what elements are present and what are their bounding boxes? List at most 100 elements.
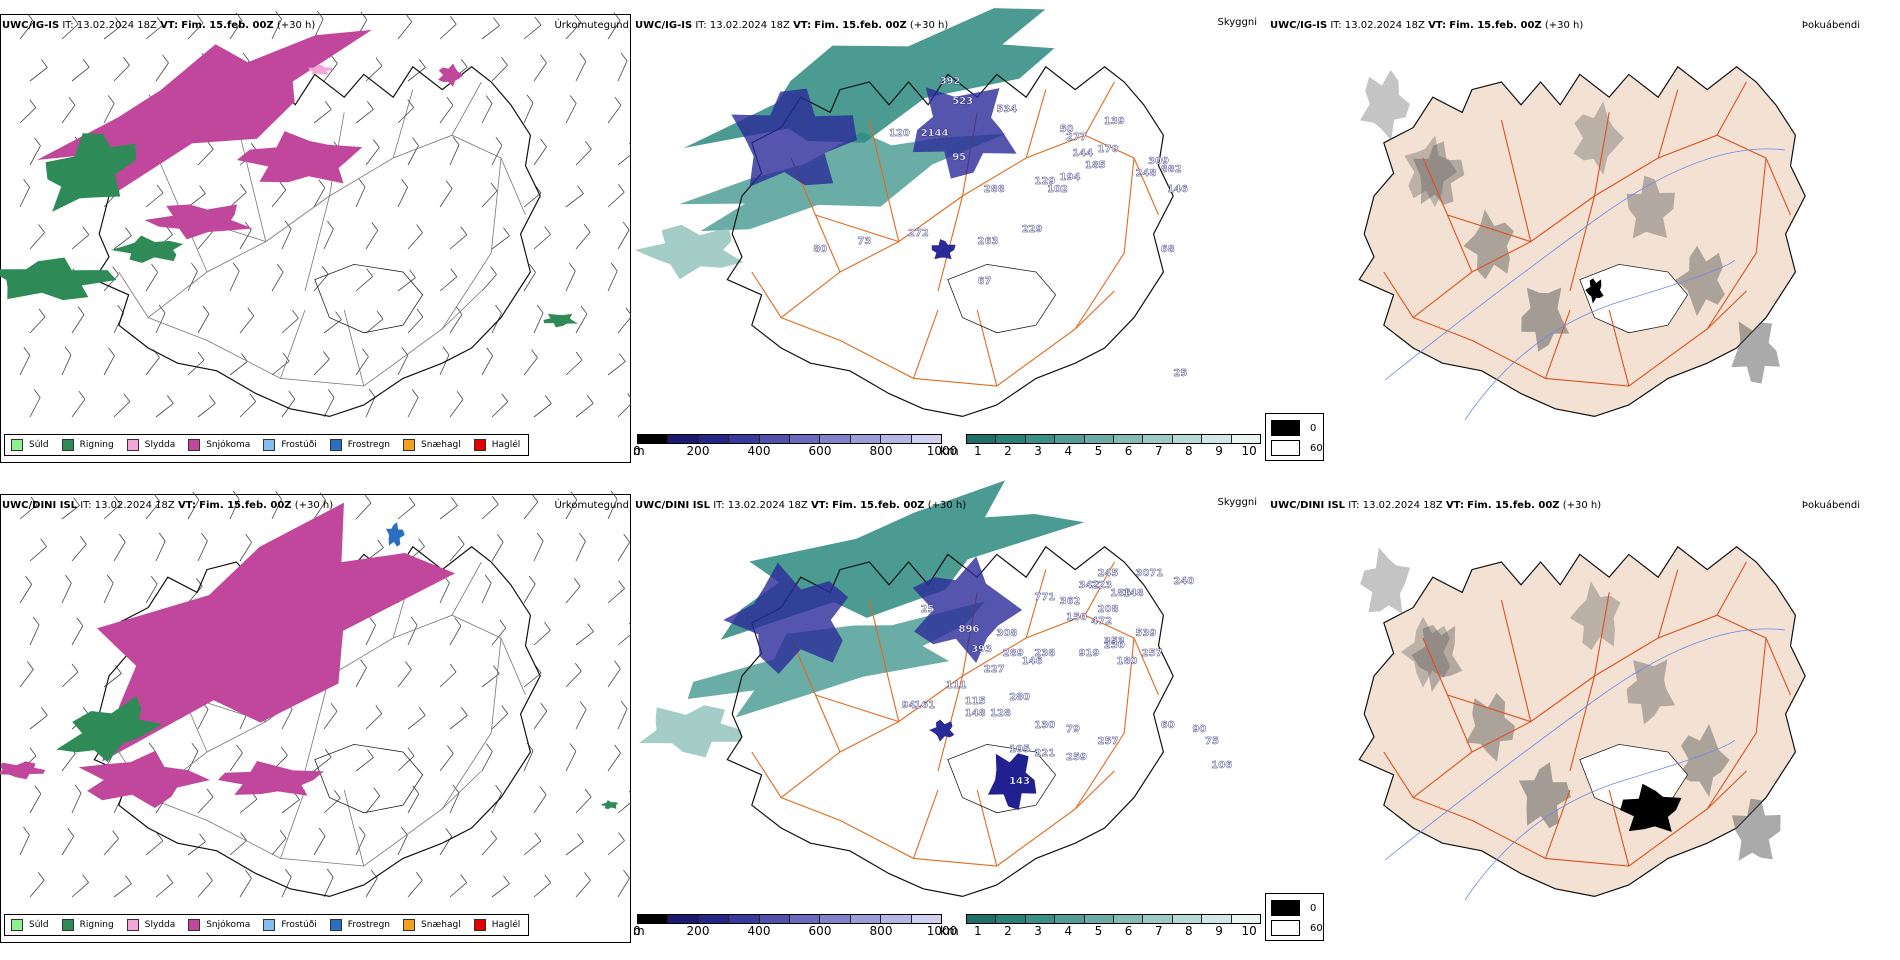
unit-label: km xyxy=(940,924,959,938)
ceiling-value-label: 185 xyxy=(1110,588,1131,599)
valid-time: Fim. 15.feb. 00Z xyxy=(199,500,292,511)
ceiling-value-label: 60 xyxy=(1161,720,1175,731)
tick-label: 200 xyxy=(686,444,710,458)
ceiling-value-label: 111 xyxy=(946,680,967,691)
legend-swatch xyxy=(473,439,486,451)
fog-map xyxy=(1358,545,1806,901)
model-name: UWC/IG-IS xyxy=(2,20,60,31)
tick-label: 5 xyxy=(1094,444,1103,458)
color-step xyxy=(759,435,791,443)
ceiling-value-label: 146 xyxy=(1022,656,1043,667)
tick-label: 400 xyxy=(747,924,771,938)
legend-item: Snæhagl xyxy=(403,919,461,931)
legend-swatch xyxy=(61,919,74,931)
ceiling-value-label: 472 xyxy=(1091,616,1112,627)
unit-label: m xyxy=(633,444,645,458)
fog-panel: UWC/IG-IS IT: 13.02.2024 18Z VT: Fim. 15… xyxy=(1265,0,1900,470)
ceiling-value-label: 240 xyxy=(1173,576,1194,587)
ceiling-value-label: 353 xyxy=(1104,636,1125,647)
ceiling-value-label: 248 xyxy=(1136,168,1157,179)
lead-time: (+30 h) xyxy=(909,20,949,31)
tick-label: 600 xyxy=(808,924,832,938)
cover-legend: 0 60 xyxy=(1265,413,1324,461)
ceiling-value-label: 238 xyxy=(1034,648,1055,659)
legend-item: Frostúði xyxy=(263,919,317,931)
precip-type-panel: UWC/IG-IS IT: 13.02.2024 18Z VT: Fim. 15… xyxy=(0,0,633,470)
legend-swatch xyxy=(11,439,23,451)
legend-label: Haglél xyxy=(491,920,521,930)
ceiling-value-label: 771 xyxy=(1034,592,1055,603)
fog-panel: UWC/DINI ISL IT: 13.02.2024 18Z VT: Fim.… xyxy=(1265,480,1900,950)
legend-swatch xyxy=(1271,900,1300,916)
ceiling-value-label: 2144 xyxy=(921,128,949,139)
init-time-label: IT: xyxy=(695,20,707,31)
cover-legend: 0 60 xyxy=(1265,893,1324,941)
legend-label: Snjókoma xyxy=(206,440,251,450)
ceiling-value-label: 230 xyxy=(1104,640,1125,651)
ceiling-value-label: 3071 xyxy=(1136,568,1164,579)
legend-swatch xyxy=(188,439,201,451)
ceiling-value-label: 146 xyxy=(1167,184,1188,195)
valid-time: Fim. 15.feb. 00Z xyxy=(814,20,907,31)
ceiling-value-label: 362 xyxy=(1060,596,1081,607)
tick-label: 1 xyxy=(973,924,982,938)
legend-item: Snjókoma xyxy=(188,919,250,931)
init-time: 13.02.2024 18Z xyxy=(1344,20,1425,31)
panel-header: UWC/IG-IS IT: 13.02.2024 18Z VT: Fim. 15… xyxy=(635,20,948,31)
legend-label: Frostúði xyxy=(281,920,317,930)
color-step xyxy=(1055,435,1085,443)
tick-label: 400 xyxy=(747,444,771,458)
ceiling-value-label: 896 xyxy=(959,624,980,635)
tick-label: 1000 xyxy=(926,924,958,938)
ceiling-value-label: 882 xyxy=(1161,164,1182,175)
ceiling-value-label: 919 xyxy=(1079,648,1100,659)
valid-time-label: VT: xyxy=(160,20,179,31)
ceiling-value-label: 221 xyxy=(1034,748,1055,759)
color-step xyxy=(881,435,912,443)
legend-label: Slydda xyxy=(144,920,176,930)
model-name: UWC/IG-IS xyxy=(635,20,693,31)
color-step xyxy=(1172,435,1203,443)
ceiling-value-label: 277 xyxy=(1066,132,1087,143)
ceiling-value-label: 263 xyxy=(978,236,999,247)
ceiling-value-label: 95 xyxy=(952,152,966,163)
color-step xyxy=(1114,915,1144,923)
ceiling-value-label: 257 xyxy=(1142,648,1163,659)
precip-type-legend: Súld Rigning Slydda Snjókoma Frostúði Frostre… xyxy=(4,914,530,936)
legend-label: Snjókoma xyxy=(206,920,251,930)
ceiling-value-label: 90 xyxy=(1192,724,1206,735)
panel-title: Þokuábendi xyxy=(1801,20,1860,31)
color-step xyxy=(1084,435,1115,443)
init-time: 13.02.2024 18Z xyxy=(94,500,175,511)
ceiling-bar: 0 200 400 600 800 1000 xyxy=(633,914,957,938)
ceiling-value-label: 148 xyxy=(965,708,986,719)
legend-swatch xyxy=(403,439,416,451)
legend-item: Frostregn xyxy=(329,919,390,931)
ceiling-value-label: 208 xyxy=(1098,604,1119,615)
ceiling-value-label: 50 xyxy=(1060,124,1074,135)
ceiling-value-label: 106 xyxy=(1211,760,1232,771)
ceiling-value-label: 128 xyxy=(990,708,1011,719)
ceiling-visibility-panel: 245 3071 240 342 223 185 148 771 362 208 472 539 150… xyxy=(633,480,1265,950)
init-time-label: IT: xyxy=(713,500,725,511)
color-step xyxy=(698,915,730,923)
valid-time-label: VT: xyxy=(177,500,196,511)
ceiling-value-label: 75 xyxy=(1205,736,1219,747)
tick-label: 8 xyxy=(1185,924,1193,938)
lead-time: (+30 h) xyxy=(1544,20,1584,31)
legend-label: Slydda xyxy=(144,440,176,450)
panel-title: Úrkomutegund xyxy=(554,20,629,31)
legend-swatch xyxy=(329,919,342,931)
panel-title: Úrkomutegund xyxy=(554,500,629,511)
color-step xyxy=(1172,915,1203,923)
tick-label: 4 xyxy=(1064,924,1073,938)
color-step xyxy=(638,915,669,923)
ceiling-value-label: 139 xyxy=(1104,116,1125,127)
visibility-bar: 1 2 3 4 5 6 7 8 9 10 xyxy=(966,434,1261,458)
precip-type-map xyxy=(0,490,631,898)
color-step xyxy=(1114,435,1144,443)
color-step xyxy=(850,435,882,443)
ceiling-value-label: 73 xyxy=(857,236,871,247)
model-name: UWC/DINI ISL xyxy=(2,500,78,511)
